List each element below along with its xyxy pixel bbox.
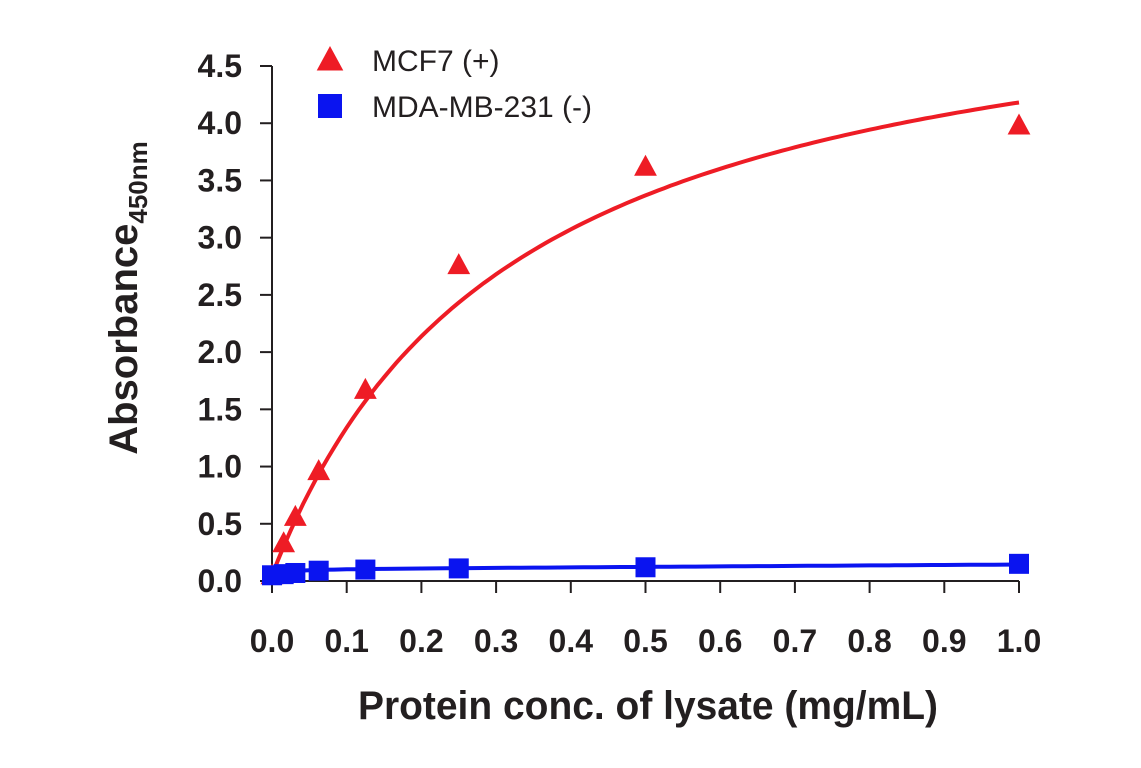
data-point-square [355,559,376,580]
x-tick-label: 0.2 [399,623,443,659]
axes [262,66,1019,591]
fit-curve [270,100,1020,577]
x-tick-label: 0.1 [324,623,368,659]
data-point-triangle [283,504,307,526]
data-point-triangle [353,377,377,399]
data-point-triangle [307,459,331,481]
y-axis-title-main: Absorbance [102,224,146,455]
x-tick-label: 0.4 [549,623,594,659]
y-tick-label: 1.0 [198,449,242,485]
legend: MCF7 (+) MDA-MB-231 (-) [316,45,592,124]
x-axis-ticks: 0.0 0.1 0.2 0.3 0.4 0.5 0.6 0.7 0.8 0.9 1.0 [250,581,1041,659]
data-point-triangle [1007,113,1031,135]
legend-label: MCF7 (+) [372,45,500,78]
data-point-square [308,560,329,581]
legend-marker-triangle [316,46,344,71]
data-points [260,113,1031,586]
y-tick-label: 4.5 [198,48,242,84]
legend-marker-square [318,94,342,118]
x-tick-label: 0.7 [773,623,817,659]
data-point-square [1009,553,1029,574]
x-tick-label: 0.8 [847,623,891,659]
data-point-square [285,562,306,583]
x-tick-label: 0.9 [922,623,966,659]
x-tick-label: 0.3 [474,623,518,659]
data-point-square [635,557,656,578]
x-tick-label: 0.6 [698,623,742,659]
data-point-triangle [447,253,471,275]
legend-label: MDA-MB-231 (-) [372,91,592,124]
data-point-triangle [272,531,296,553]
x-tick-label: 1.0 [997,623,1041,659]
x-tick-label: 0.5 [623,623,667,659]
y-axis-ticks: 0.0 0.5 1.0 1.5 2.0 2.5 3.0 3.5 4.0 4.5 [198,48,272,599]
y-tick-label: 4.0 [198,105,242,141]
y-axis-title-subscript: 450nm [123,141,153,223]
y-tick-label: 3.5 [198,162,242,198]
y-tick-label: 2.0 [198,334,242,370]
y-tick-label: 3.0 [198,220,242,256]
x-axis-title: Protein conc. of lysate (mg/mL) [358,684,938,728]
y-tick-label: 1.5 [198,391,242,427]
data-point-square [448,558,469,579]
data-point-triangle [634,154,657,176]
y-tick-label: 0.5 [198,506,242,542]
y-tick-label: 2.5 [198,277,242,313]
y-axis-title: Absorbance450nm [102,141,153,455]
y-tick-label: 0.0 [198,563,242,599]
x-tick-label: 0.0 [250,623,294,659]
